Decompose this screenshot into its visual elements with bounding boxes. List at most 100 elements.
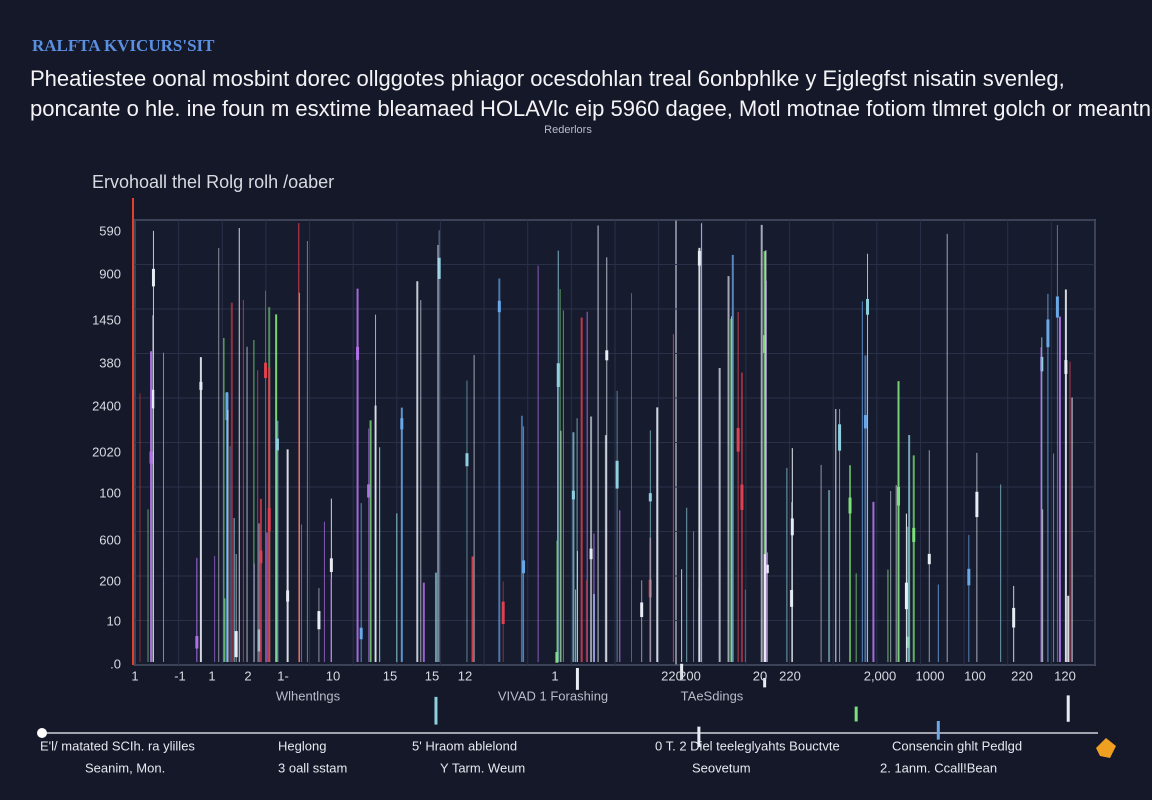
spike-tick [275, 438, 279, 451]
spike-tick [906, 636, 910, 648]
spike-tick [863, 415, 867, 429]
spike-tick [1012, 607, 1016, 628]
spike-tick [151, 389, 155, 409]
spike-tick [556, 363, 560, 387]
spike-tick [1046, 319, 1050, 348]
spike-tick [465, 453, 469, 467]
spike-tick [648, 493, 652, 502]
spike-tick [790, 590, 794, 607]
spike-tick [680, 663, 684, 680]
y-label: .0 [110, 656, 121, 671]
spike-tick [356, 346, 360, 360]
x-label: 1 [551, 668, 558, 683]
spike-tick [264, 362, 268, 379]
footer-title: 0 T. 2 Diel teeleglyahts Bouctvte [655, 738, 840, 753]
spike-tick [317, 611, 321, 630]
x-caption: VIVAD 1 Forashing [498, 688, 608, 703]
y-label: 900 [99, 266, 121, 281]
footer-sub: Seovetum [692, 760, 751, 775]
spike-tick [763, 678, 767, 688]
x-label: 120 [1054, 668, 1076, 683]
spike-tick [329, 558, 333, 572]
spike-tick [697, 726, 701, 748]
spike-tick [897, 486, 901, 506]
x-caption: TAeSdings [681, 688, 744, 703]
spike-tick [640, 602, 644, 618]
spike-tick [615, 460, 619, 489]
y-label: 1450 [92, 312, 121, 327]
x-label: 15 [425, 668, 439, 683]
x-label: 220 [779, 668, 801, 683]
x-label: -1 [174, 668, 186, 683]
spike-tick [497, 300, 501, 313]
spike-tick [765, 564, 769, 574]
y-label: 200 [99, 573, 121, 588]
x-label: 20 [753, 668, 767, 683]
x-label: 1 [208, 668, 215, 683]
x-label: 220 [661, 668, 683, 683]
icon [1096, 738, 1116, 758]
spikes [134, 219, 1096, 748]
spike-tick [904, 582, 908, 610]
spike-tick [838, 424, 842, 451]
spike-tick [967, 568, 971, 586]
spike-tick [571, 490, 575, 500]
spike-tick [854, 706, 858, 722]
x-label: 1 [131, 668, 138, 683]
spike-tick [267, 507, 271, 532]
y-label: 2020 [92, 444, 121, 459]
spike-tick [605, 350, 609, 361]
spike-tick [1066, 695, 1070, 722]
spike-tick [151, 268, 155, 287]
spike-tick [234, 631, 238, 658]
y-label: 10 [107, 613, 121, 628]
y-label: 380 [99, 355, 121, 370]
spike-tick [912, 527, 916, 543]
x-label: 1- [277, 668, 289, 683]
footer-title: 5' Hraom ablelond [412, 738, 517, 753]
spike-tick [434, 696, 438, 725]
spike-tick [936, 720, 940, 740]
x-label: 2 [244, 668, 251, 683]
spike-tick [1055, 296, 1059, 318]
spike-tick [522, 560, 526, 574]
spike-tick [763, 335, 767, 353]
spike-tick [359, 627, 363, 640]
spike-tick [195, 636, 199, 649]
spike-tick [149, 451, 153, 464]
x-label: 1000 [916, 668, 945, 683]
spike-tick [866, 298, 870, 315]
spike-tick [975, 491, 979, 518]
brand: RALFTA KVICURS'SIT [32, 36, 215, 55]
x-caption: Wlhentlngs [276, 688, 341, 703]
spike-tick [848, 497, 852, 514]
footer-sub: Seanim, Mon. [85, 760, 165, 775]
spike-tick [286, 590, 290, 602]
footer-title: E'l/ matated SCIh. ra ylilles [40, 738, 195, 753]
x-label: 100 [964, 668, 986, 683]
spike-tick [259, 550, 263, 564]
spike-tick [736, 428, 740, 452]
spike-tick [225, 392, 229, 421]
spike-tick [697, 250, 701, 266]
spike-tick [1064, 360, 1068, 374]
spike-tick [589, 548, 593, 560]
x-label: 12 [458, 668, 472, 683]
y-label: 590 [99, 223, 121, 238]
x-label: 200 [679, 668, 701, 683]
spike-tick [367, 484, 371, 498]
spike-tick [257, 629, 261, 652]
x-label: 15 [383, 668, 397, 683]
footer-sub: 3 oall sstam [278, 760, 347, 775]
spike-tick [927, 553, 931, 565]
headline: poncante o hle. ine foun m esxtime bleam… [30, 96, 1152, 121]
spike-tick [501, 601, 505, 625]
spike-tick [437, 257, 441, 279]
spike-tick [555, 652, 559, 663]
spike-tick [575, 667, 579, 690]
x-label: 10 [326, 668, 340, 683]
spike-tick [790, 518, 794, 536]
spike-tick [1040, 356, 1044, 372]
